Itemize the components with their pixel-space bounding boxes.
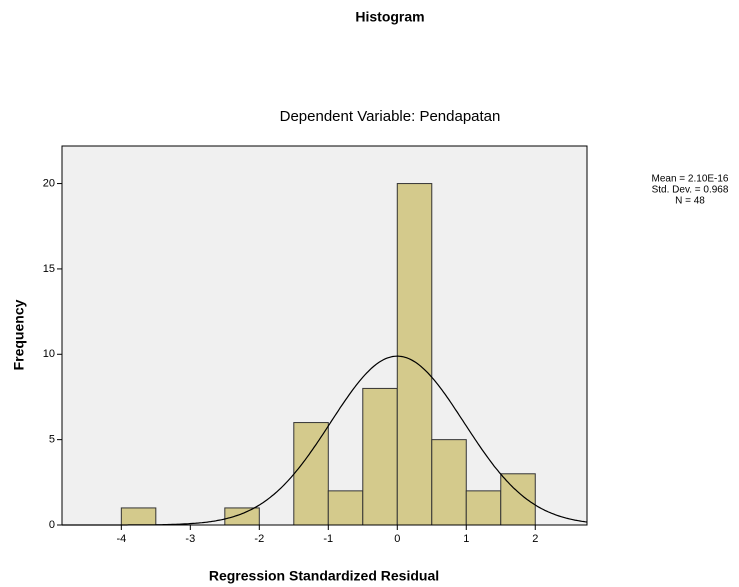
bar <box>465 490 502 526</box>
y-tick-label: 20 <box>43 177 55 189</box>
x-tick-label: -4 <box>116 533 126 545</box>
x-tick-label: -2 <box>254 533 264 545</box>
bar <box>224 507 260 526</box>
bar <box>396 183 433 526</box>
chart-subtitle: Dependent Variable: Pendapatan <box>280 108 501 125</box>
x-tick-label: -3 <box>185 533 195 545</box>
stat-std: Std. Dev. = 0.968 <box>652 185 729 196</box>
x-tick-label: -1 <box>323 533 333 545</box>
bar <box>120 507 157 526</box>
stat-n: N = 48 <box>675 196 705 207</box>
bar <box>500 473 536 526</box>
plot-frame <box>61 145 588 526</box>
x-tick-label: 1 <box>463 533 469 545</box>
bar <box>362 387 398 526</box>
y-axis-label: Frequency <box>11 299 27 370</box>
y-tick-label: 10 <box>43 348 55 360</box>
x-tick-label: 2 <box>532 533 538 545</box>
y-tick-label: 0 <box>49 519 55 531</box>
y-tick-label: 5 <box>49 434 55 446</box>
bar <box>327 490 364 526</box>
x-axis-label: Regression Standardized Residual <box>209 568 439 584</box>
y-tick-label: 15 <box>43 263 55 275</box>
bar <box>293 422 329 526</box>
x-tick-label: 0 <box>394 533 400 545</box>
chart-title: Histogram <box>355 9 424 25</box>
stat-mean: Mean = 2.10E-16 <box>652 174 729 185</box>
bar <box>431 439 467 526</box>
